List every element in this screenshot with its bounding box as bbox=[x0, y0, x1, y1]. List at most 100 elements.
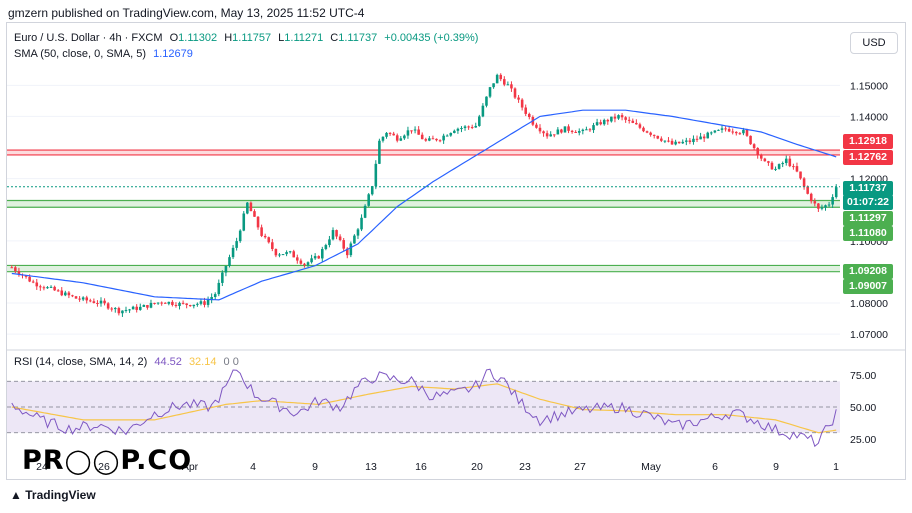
candle-body bbox=[695, 138, 699, 140]
candle-body bbox=[89, 300, 92, 302]
candle-body bbox=[510, 84, 513, 89]
candle-body bbox=[756, 148, 759, 156]
candle-body bbox=[410, 130, 413, 132]
candle-body bbox=[717, 129, 720, 131]
candle-body bbox=[792, 166, 795, 168]
candle-body bbox=[288, 251, 292, 253]
candle-body bbox=[413, 129, 417, 131]
currency-button[interactable]: USD bbox=[850, 32, 898, 54]
price-tick-label: 1.14000 bbox=[850, 111, 888, 123]
candle-body bbox=[577, 131, 581, 133]
candle-body bbox=[417, 129, 420, 135]
candle-body bbox=[299, 260, 303, 264]
candle-body bbox=[153, 302, 156, 304]
candle-body bbox=[99, 300, 103, 304]
support-zone bbox=[7, 265, 840, 272]
candle-body bbox=[185, 303, 188, 306]
candle-body bbox=[392, 133, 395, 136]
candle-body bbox=[820, 207, 824, 209]
candle-body bbox=[363, 205, 367, 218]
candle-body bbox=[720, 128, 724, 130]
time-tick-label: May bbox=[641, 461, 662, 473]
candle-body bbox=[395, 135, 399, 141]
candle-body bbox=[424, 139, 428, 141]
candle-body bbox=[806, 186, 809, 194]
candle-body bbox=[238, 230, 242, 242]
candle-body bbox=[135, 306, 138, 310]
candle-body bbox=[28, 276, 31, 282]
candle-body bbox=[795, 166, 799, 172]
time-tick-label: 13 bbox=[365, 461, 377, 473]
rsi-line bbox=[11, 368, 837, 448]
resistance-top-tag: 1.12918 bbox=[843, 134, 893, 149]
candle-body bbox=[385, 132, 388, 137]
tradingview-icon: ▲ bbox=[10, 488, 22, 502]
rsi-tick-label: 75.00 bbox=[850, 370, 876, 382]
candle-body bbox=[517, 97, 520, 100]
candle-body bbox=[46, 287, 49, 289]
time-tick-label: 26 bbox=[98, 461, 110, 473]
candle-body bbox=[731, 131, 735, 133]
candle-body bbox=[652, 134, 656, 136]
sma-line bbox=[11, 109, 837, 301]
candle-body bbox=[606, 119, 610, 122]
candle-body bbox=[738, 133, 742, 135]
candle-body bbox=[599, 122, 602, 125]
candle-body bbox=[138, 306, 142, 310]
candle-body bbox=[281, 254, 285, 256]
candle-body bbox=[734, 131, 738, 134]
candle-body bbox=[513, 88, 517, 98]
candle-body bbox=[113, 308, 117, 310]
candle-body bbox=[53, 286, 56, 291]
candle-body bbox=[670, 140, 674, 145]
candle-body bbox=[174, 304, 178, 306]
candle-body bbox=[74, 296, 78, 299]
candle-body bbox=[117, 308, 121, 314]
sma-legend: SMA (50, close, 0, SMA, 5) 1.12679 bbox=[14, 48, 197, 60]
candle-body bbox=[213, 294, 217, 298]
candle-body bbox=[685, 140, 688, 142]
candle-body bbox=[181, 302, 185, 304]
candle-body bbox=[310, 258, 313, 263]
candle-body bbox=[199, 301, 203, 304]
candle-body bbox=[642, 127, 645, 132]
candle-body bbox=[449, 132, 453, 136]
resistance-bottom-tag: 1.12762 bbox=[843, 150, 893, 165]
candle-body bbox=[367, 194, 370, 206]
candle-body bbox=[71, 295, 74, 297]
candle-body bbox=[196, 303, 199, 305]
candle-body bbox=[503, 79, 506, 85]
candle-body bbox=[303, 263, 306, 265]
candle-body bbox=[342, 240, 345, 249]
candle-body bbox=[24, 275, 28, 277]
price-tick-label: 1.08000 bbox=[850, 298, 888, 310]
candle-body bbox=[349, 243, 353, 256]
candle-body bbox=[296, 257, 299, 261]
high-value: 1.11757 bbox=[232, 32, 272, 44]
candle-body bbox=[267, 237, 271, 243]
candle-body bbox=[781, 163, 784, 165]
candle-body bbox=[506, 84, 510, 86]
candle-body bbox=[660, 138, 663, 141]
candle-body bbox=[463, 126, 467, 129]
candle-body bbox=[203, 301, 206, 305]
candle-body bbox=[256, 216, 260, 228]
candle-body bbox=[435, 138, 438, 141]
candle-body bbox=[802, 178, 806, 187]
candle-body bbox=[613, 116, 617, 119]
candle-body bbox=[60, 290, 64, 296]
time-tick-label: 27 bbox=[574, 461, 586, 473]
candle-body bbox=[374, 163, 378, 187]
candle-body bbox=[581, 129, 585, 132]
candle-body bbox=[527, 113, 531, 118]
candle-body bbox=[306, 262, 310, 265]
candle-body bbox=[167, 301, 171, 304]
candle-body bbox=[824, 205, 827, 208]
candle-body bbox=[545, 133, 549, 137]
candle-body bbox=[699, 136, 702, 140]
candle-body bbox=[831, 197, 834, 205]
rsi-value: 44.52 bbox=[154, 356, 182, 368]
candle-body bbox=[727, 129, 731, 132]
candle-body bbox=[188, 305, 192, 307]
